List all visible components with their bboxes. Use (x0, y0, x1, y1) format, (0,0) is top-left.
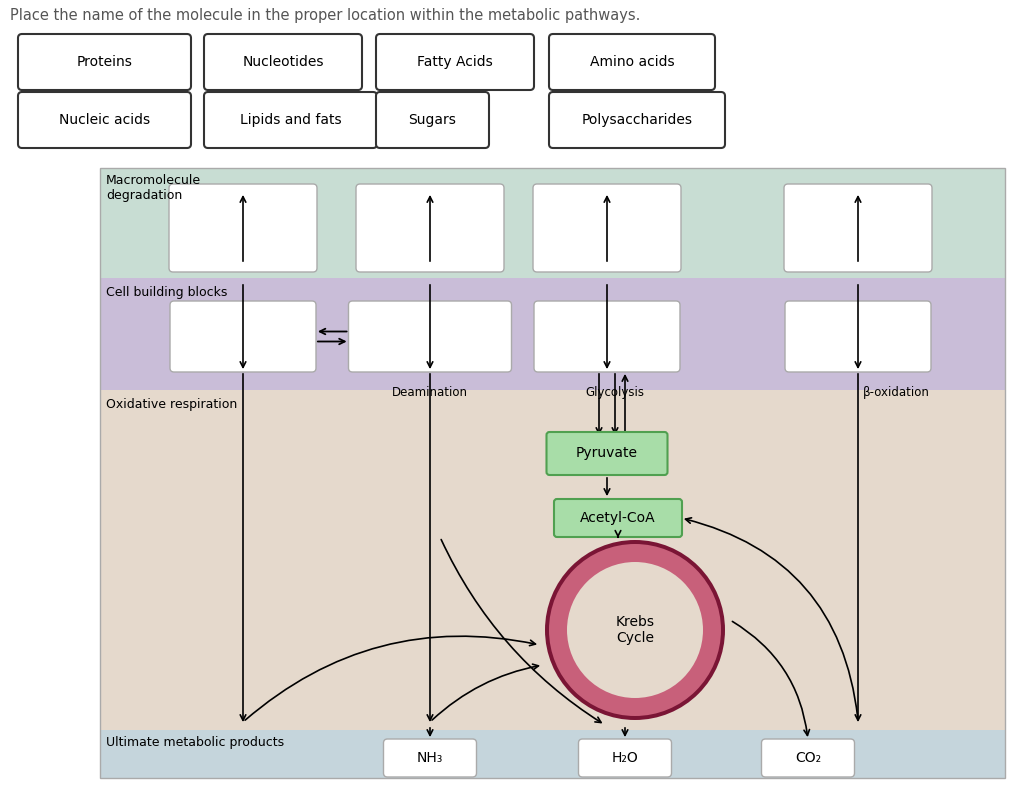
FancyBboxPatch shape (547, 432, 668, 475)
Text: Krebs
Cycle: Krebs Cycle (615, 615, 654, 645)
Bar (100, 390, 1005, 730)
Text: Acetyl-CoA: Acetyl-CoA (581, 511, 655, 525)
FancyBboxPatch shape (170, 301, 316, 372)
FancyBboxPatch shape (356, 184, 504, 272)
Text: Cell building blocks: Cell building blocks (106, 286, 227, 299)
FancyBboxPatch shape (204, 34, 362, 90)
Text: Amino acids: Amino acids (590, 55, 675, 69)
Text: Place the name of the molecule in the proper location within the metabolic pathw: Place the name of the molecule in the pr… (10, 8, 640, 23)
Text: H₂O: H₂O (611, 751, 638, 765)
FancyBboxPatch shape (348, 301, 512, 372)
Bar (100, 730, 1005, 778)
Bar (100, 278, 1005, 390)
FancyBboxPatch shape (579, 739, 672, 777)
Text: Ultimate metabolic products: Ultimate metabolic products (106, 736, 284, 749)
Text: Deamination: Deamination (392, 386, 468, 399)
Text: Oxidative respiration: Oxidative respiration (106, 398, 238, 411)
FancyBboxPatch shape (18, 34, 191, 90)
Text: Pyruvate: Pyruvate (575, 447, 638, 460)
Bar (100, 168, 1005, 278)
FancyBboxPatch shape (784, 184, 932, 272)
Text: Macromolecule
degradation: Macromolecule degradation (106, 174, 201, 202)
FancyBboxPatch shape (384, 739, 476, 777)
FancyBboxPatch shape (376, 34, 534, 90)
FancyBboxPatch shape (534, 301, 680, 372)
FancyBboxPatch shape (169, 184, 317, 272)
Circle shape (567, 562, 703, 698)
FancyBboxPatch shape (785, 301, 931, 372)
Bar (100, 168, 1005, 778)
FancyBboxPatch shape (549, 34, 715, 90)
Text: Glycolysis: Glycolysis (586, 386, 644, 399)
FancyBboxPatch shape (762, 739, 854, 777)
Circle shape (545, 540, 725, 720)
Text: Nucleic acids: Nucleic acids (59, 113, 151, 127)
Text: NH₃: NH₃ (417, 751, 443, 765)
FancyBboxPatch shape (554, 499, 682, 537)
FancyBboxPatch shape (204, 92, 377, 148)
Text: Lipids and fats: Lipids and fats (240, 113, 341, 127)
FancyBboxPatch shape (534, 184, 681, 272)
Text: Fatty Acids: Fatty Acids (417, 55, 493, 69)
Circle shape (549, 544, 721, 716)
FancyBboxPatch shape (18, 92, 191, 148)
FancyBboxPatch shape (549, 92, 725, 148)
Text: Polysaccharides: Polysaccharides (582, 113, 692, 127)
Text: Proteins: Proteins (77, 55, 132, 69)
Text: CO₂: CO₂ (795, 751, 821, 765)
Text: Sugars: Sugars (409, 113, 457, 127)
Text: β-oxidation: β-oxidation (862, 386, 930, 399)
FancyBboxPatch shape (376, 92, 489, 148)
Text: Nucleotides: Nucleotides (243, 55, 324, 69)
